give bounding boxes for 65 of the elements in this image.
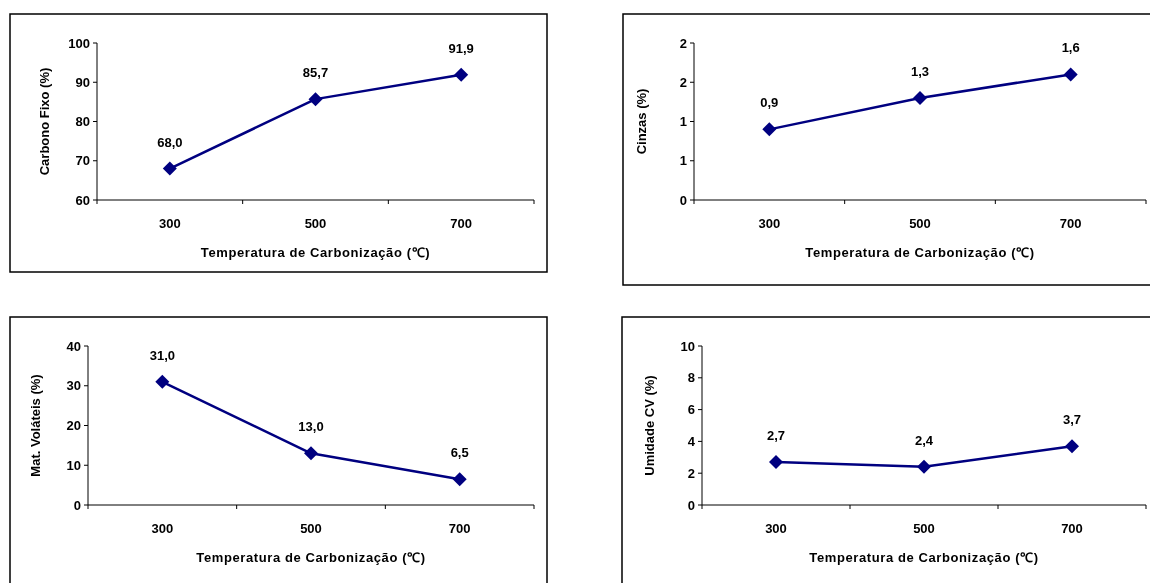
x-tick-label: 300 [765,521,787,536]
x-tick-label: 300 [151,521,174,536]
y-tick-label: 10 [66,457,81,473]
x-tick-label: 300 [158,216,181,231]
y-tick-label: 10 [680,338,695,354]
data-label: 0,9 [760,95,779,111]
data-label: 68,0 [157,134,183,150]
x-tick-label: 500 [304,216,327,231]
y-tick-label: 2 [679,74,687,90]
data-label: 85,7 [302,65,329,81]
y-tick-label: 2 [687,465,695,481]
y-axis-title: Mat. Voláteis (%) [28,374,43,477]
y-tick-label: 20 [66,418,81,434]
x-tick-label: 700 [1059,216,1082,231]
y-tick-label: 2 [679,35,687,51]
data-label: 2,7 [766,428,786,444]
x-tick-label: 700 [1061,521,1083,536]
y-tick-label: 40 [66,338,81,354]
y-axis-title: Umidade CV (%) [642,375,657,476]
point [1065,439,1079,454]
y-axis-title: Carbono Fixo (%) [37,67,52,176]
point [452,472,467,487]
point [1063,67,1078,82]
y-axis-title: Cinzas (%) [634,88,649,155]
x-tick-label: 500 [909,216,931,231]
y-tick-label: 0 [73,497,81,513]
data-label: 3,7 [1062,412,1082,428]
point [762,122,777,137]
y-tick-label: 1 [679,153,687,169]
y-tick-label: 90 [75,74,90,90]
x-tick-label: 700 [448,521,471,536]
data-label: 2,4 [914,432,934,448]
point [917,459,931,474]
data-label: 1,3 [910,63,930,79]
y-tick-label: 60 [75,192,90,208]
y-tick-label: 8 [687,370,695,386]
x-axis-title: Temperatura de Carbonização (℃) [196,550,426,565]
y-tick-label: 6 [687,402,695,418]
point [769,455,783,470]
data-label: 1,6 [1061,40,1080,56]
point [304,446,318,461]
data-label: 31,0 [149,347,175,363]
y-tick-label: 4 [687,433,696,449]
y-tick-label: 30 [66,378,81,394]
data-label: 91,9 [448,40,474,56]
data-label: 6,5 [450,445,469,461]
point [155,374,170,389]
point [308,92,323,107]
x-axis-title: Temperatura de Carbonização (℃) [809,550,1039,565]
y-tick-label: 0 [687,497,695,513]
x-axis-title: Temperatura de Carbonização (℃) [805,245,1035,260]
y-tick-label: 1 [679,114,687,130]
point [913,90,927,105]
y-tick-label: 80 [75,114,90,130]
y-tick-label: 70 [75,153,90,169]
x-tick-label: 500 [913,521,935,536]
point [162,161,177,176]
y-tick-label: 100 [68,35,90,51]
x-axis-title: Temperatura de Carbonização (℃) [200,245,431,260]
point [454,67,469,82]
data-label: 13,0 [298,419,324,435]
x-tick-label: 700 [450,216,473,231]
x-tick-label: 300 [758,216,781,231]
x-tick-label: 500 [300,521,322,536]
y-tick-label: 0 [679,192,687,208]
